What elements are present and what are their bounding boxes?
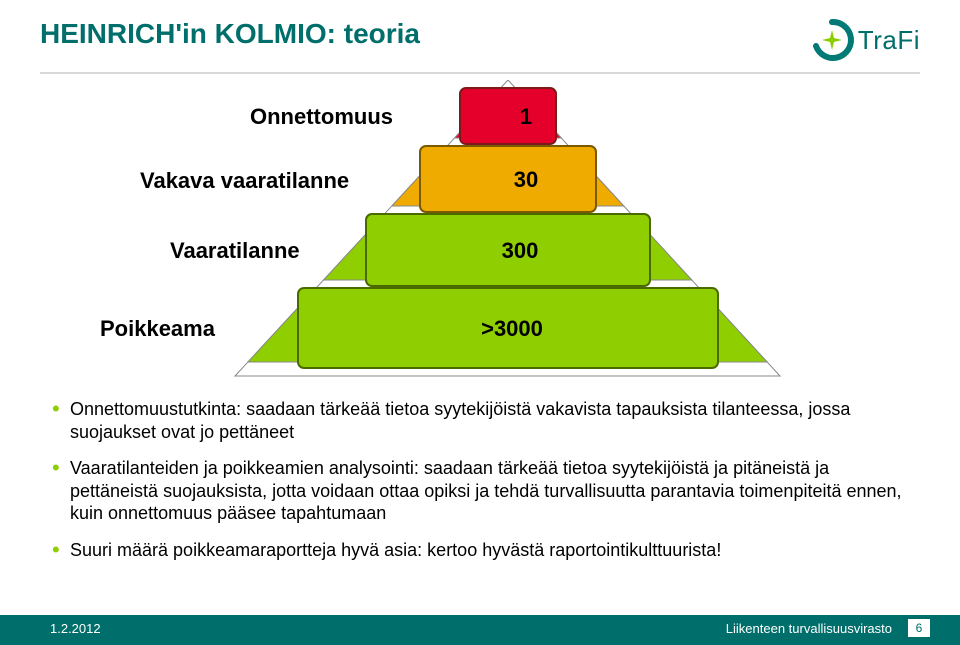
page-title: HEINRICH'in KOLMIO: teoria (40, 18, 420, 50)
header: HEINRICH'in KOLMIO: teoria TraFi (0, 0, 960, 62)
header-divider (40, 72, 920, 74)
logo: TraFi (810, 18, 920, 62)
footer-org: Liikenteen turvallisuusvirasto 6 (726, 619, 930, 637)
pyramid-level-label: Vakava vaaratilanne (140, 168, 349, 194)
pyramid: Onnettomuus 1 Vakava vaaratilanne 30 Vaarati… (40, 80, 920, 380)
pyramid-level-label: Vaaratilanne (170, 238, 300, 264)
footer-date: 1.2.2012 (50, 621, 101, 636)
footer-org-text: Liikenteen turvallisuusvirasto (726, 621, 892, 636)
bullet-item: Suuri määrä poikkeamaraportteja hyvä asi… (52, 539, 920, 562)
logo-icon (810, 18, 854, 62)
footer: 1.2.2012 Liikenteen turvallisuusvirasto … (0, 619, 960, 637)
bullet-item: Onnettomuustutkinta: saadaan tärkeää tie… (52, 398, 920, 443)
bullet-list: Onnettomuustutkinta: saadaan tärkeää tie… (52, 398, 920, 561)
pyramid-level-value: 30 (486, 167, 566, 193)
logo-text: TraFi (858, 25, 920, 56)
pyramid-labels: Onnettomuus 1 Vakava vaaratilanne 30 Vaarati… (40, 80, 920, 380)
pyramid-level-value: 1 (486, 104, 566, 130)
pyramid-level-value: >3000 (472, 316, 552, 342)
pyramid-level-value: 300 (480, 238, 560, 264)
bullet-item: Vaaratilanteiden ja poikkeamien analysoi… (52, 457, 920, 525)
pyramid-level-label: Onnettomuus (250, 104, 393, 130)
slide: HEINRICH'in KOLMIO: teoria TraFi Onnetto… (0, 0, 960, 645)
pyramid-level-label: Poikkeama (100, 316, 215, 342)
footer-page-number: 6 (908, 619, 930, 637)
